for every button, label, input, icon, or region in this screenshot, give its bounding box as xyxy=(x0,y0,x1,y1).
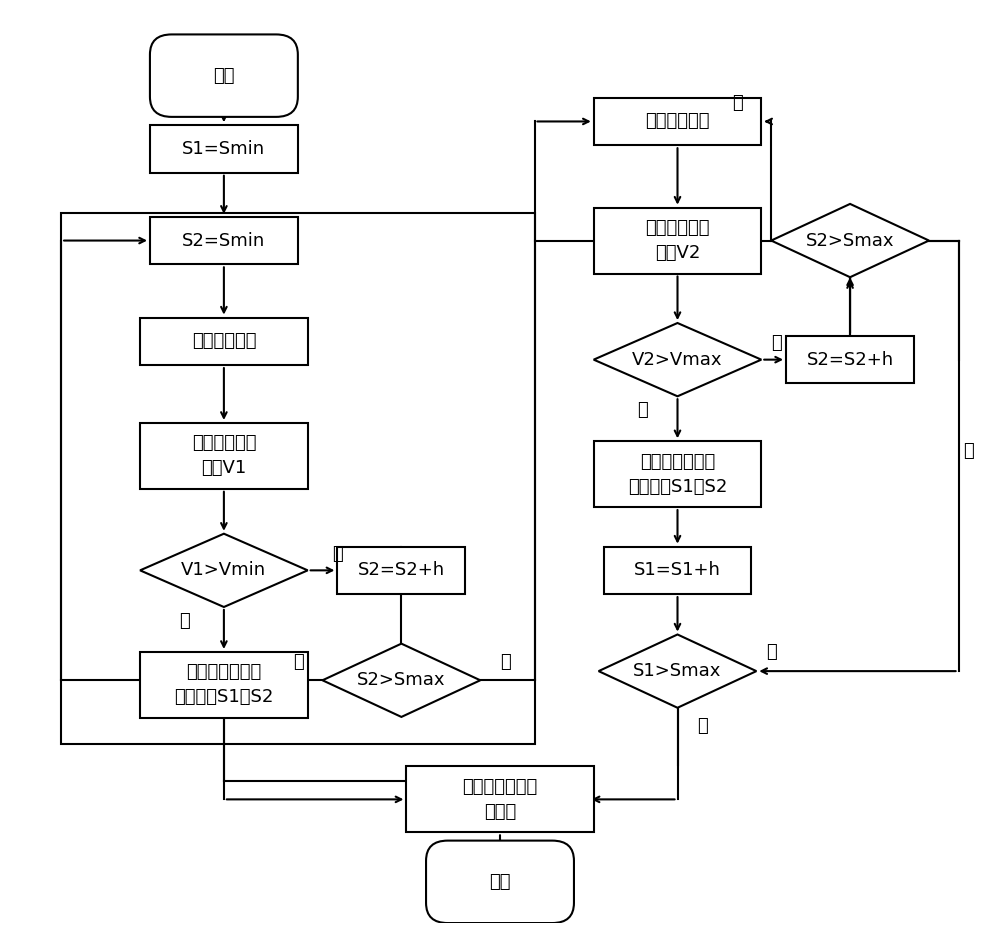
Text: 否: 否 xyxy=(771,334,781,352)
Text: 结束: 结束 xyxy=(489,873,511,891)
FancyBboxPatch shape xyxy=(140,423,308,489)
Text: 否: 否 xyxy=(697,717,708,735)
FancyBboxPatch shape xyxy=(140,317,308,365)
Text: 是: 是 xyxy=(638,401,648,419)
Text: 是: 是 xyxy=(500,653,511,671)
Polygon shape xyxy=(594,323,761,396)
Text: 是: 是 xyxy=(766,644,777,661)
Polygon shape xyxy=(140,534,308,607)
Text: 进行潮流计算: 进行潮流计算 xyxy=(192,332,256,351)
FancyBboxPatch shape xyxy=(426,841,574,923)
FancyBboxPatch shape xyxy=(594,441,761,507)
Text: 得电压上限工作
点，记录S1，S2: 得电压上限工作 点，记录S1，S2 xyxy=(628,453,727,496)
Text: S2=S2+h: S2=S2+h xyxy=(807,351,894,368)
Text: S2>Smax: S2>Smax xyxy=(806,232,894,249)
Polygon shape xyxy=(771,204,929,277)
Text: S2=S2+h: S2=S2+h xyxy=(358,562,445,579)
Text: 否: 否 xyxy=(293,653,304,671)
FancyBboxPatch shape xyxy=(594,98,761,145)
Text: S1>Smax: S1>Smax xyxy=(633,662,722,680)
Text: V2>Vmax: V2>Vmax xyxy=(632,351,723,368)
Text: S2=Smin: S2=Smin xyxy=(182,232,266,249)
Text: S1=Smin: S1=Smin xyxy=(182,140,265,158)
Text: 是: 是 xyxy=(963,442,974,459)
FancyBboxPatch shape xyxy=(150,217,298,264)
FancyBboxPatch shape xyxy=(140,652,308,718)
FancyBboxPatch shape xyxy=(150,34,298,117)
Text: S2>Smax: S2>Smax xyxy=(357,671,446,689)
Text: 取节点电压最
大值V2: 取节点电压最 大值V2 xyxy=(645,219,710,262)
Text: 得电压下限工作
点，记录S1，S2: 得电压下限工作 点，记录S1，S2 xyxy=(174,663,274,707)
Text: 拟合电压上、下
限边界: 拟合电压上、下 限边界 xyxy=(462,777,538,821)
Text: 开始: 开始 xyxy=(213,67,235,85)
FancyBboxPatch shape xyxy=(604,547,751,594)
Polygon shape xyxy=(322,644,480,717)
Text: 是: 是 xyxy=(179,612,190,630)
Text: 否: 否 xyxy=(732,94,742,112)
Polygon shape xyxy=(599,634,756,708)
Text: V1>Vmin: V1>Vmin xyxy=(181,562,266,579)
FancyBboxPatch shape xyxy=(786,336,914,383)
Text: 取节点电压最
小值V1: 取节点电压最 小值V1 xyxy=(192,434,256,477)
FancyBboxPatch shape xyxy=(337,547,465,594)
Text: S1=S1+h: S1=S1+h xyxy=(634,562,721,579)
FancyBboxPatch shape xyxy=(150,126,298,173)
FancyBboxPatch shape xyxy=(406,766,594,832)
Text: 否: 否 xyxy=(332,545,343,563)
FancyBboxPatch shape xyxy=(594,207,761,273)
Text: 进行潮流计算: 进行潮流计算 xyxy=(645,113,710,130)
